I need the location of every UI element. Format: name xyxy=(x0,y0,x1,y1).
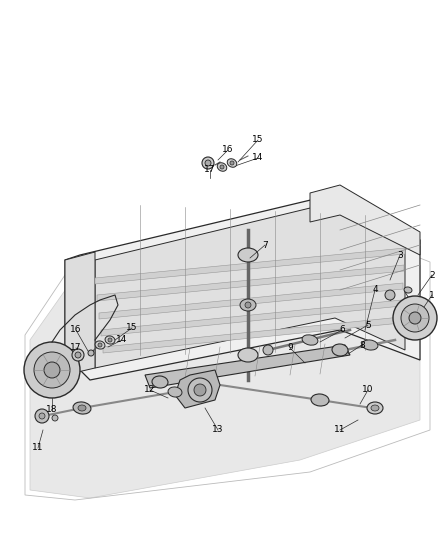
Ellipse shape xyxy=(202,157,214,169)
Ellipse shape xyxy=(73,402,91,414)
Ellipse shape xyxy=(371,405,379,411)
Ellipse shape xyxy=(95,341,105,349)
Ellipse shape xyxy=(105,336,115,344)
Text: 16: 16 xyxy=(70,326,82,335)
Ellipse shape xyxy=(98,343,102,347)
Ellipse shape xyxy=(409,312,421,324)
Ellipse shape xyxy=(367,402,383,414)
Ellipse shape xyxy=(238,348,258,362)
Text: 17: 17 xyxy=(204,166,216,174)
Ellipse shape xyxy=(230,161,234,165)
Ellipse shape xyxy=(52,415,58,421)
Ellipse shape xyxy=(24,342,80,398)
Text: 7: 7 xyxy=(262,240,268,249)
Polygon shape xyxy=(175,370,220,408)
Polygon shape xyxy=(97,265,404,301)
Text: 6: 6 xyxy=(339,326,345,335)
Ellipse shape xyxy=(263,345,273,355)
Ellipse shape xyxy=(217,163,227,171)
Ellipse shape xyxy=(238,248,258,262)
Ellipse shape xyxy=(393,296,437,340)
Polygon shape xyxy=(101,300,402,336)
Ellipse shape xyxy=(240,299,256,311)
Ellipse shape xyxy=(205,160,211,166)
Ellipse shape xyxy=(401,304,429,332)
Text: 5: 5 xyxy=(365,320,371,329)
Text: 4: 4 xyxy=(372,286,378,295)
Text: 15: 15 xyxy=(126,324,138,333)
Ellipse shape xyxy=(220,165,224,169)
Text: 18: 18 xyxy=(46,406,58,415)
Polygon shape xyxy=(95,248,405,284)
Polygon shape xyxy=(65,193,420,380)
Polygon shape xyxy=(310,185,420,255)
Ellipse shape xyxy=(385,290,395,300)
Text: 10: 10 xyxy=(362,385,374,394)
Ellipse shape xyxy=(108,338,112,342)
Polygon shape xyxy=(99,283,403,319)
Polygon shape xyxy=(145,345,350,388)
Ellipse shape xyxy=(194,384,206,396)
Ellipse shape xyxy=(188,378,212,402)
Ellipse shape xyxy=(404,287,412,293)
Text: 2: 2 xyxy=(429,271,435,279)
Text: 9: 9 xyxy=(287,343,293,352)
Text: 12: 12 xyxy=(144,385,155,394)
Text: 13: 13 xyxy=(212,425,224,434)
Ellipse shape xyxy=(44,362,60,378)
Ellipse shape xyxy=(72,349,84,361)
Text: 16: 16 xyxy=(222,146,234,155)
Text: 17: 17 xyxy=(70,343,82,352)
Text: 11: 11 xyxy=(32,443,44,453)
Polygon shape xyxy=(30,218,420,498)
Text: 3: 3 xyxy=(397,251,403,260)
Ellipse shape xyxy=(35,409,49,423)
Ellipse shape xyxy=(311,394,329,406)
Ellipse shape xyxy=(78,405,86,411)
Ellipse shape xyxy=(332,344,348,356)
Text: 8: 8 xyxy=(359,341,365,350)
Polygon shape xyxy=(103,317,401,353)
Ellipse shape xyxy=(168,387,182,397)
Ellipse shape xyxy=(227,159,237,167)
Polygon shape xyxy=(95,202,405,368)
Text: 15: 15 xyxy=(252,135,264,144)
Ellipse shape xyxy=(362,340,378,350)
Ellipse shape xyxy=(245,302,251,308)
Polygon shape xyxy=(65,252,95,375)
Ellipse shape xyxy=(34,352,70,388)
Text: 1: 1 xyxy=(429,290,435,300)
Text: 14: 14 xyxy=(252,154,264,163)
Ellipse shape xyxy=(302,335,318,345)
Text: 14: 14 xyxy=(117,335,128,344)
Ellipse shape xyxy=(75,352,81,358)
Text: 11: 11 xyxy=(334,425,346,434)
Ellipse shape xyxy=(88,350,94,356)
Ellipse shape xyxy=(152,376,168,388)
Ellipse shape xyxy=(39,413,45,419)
